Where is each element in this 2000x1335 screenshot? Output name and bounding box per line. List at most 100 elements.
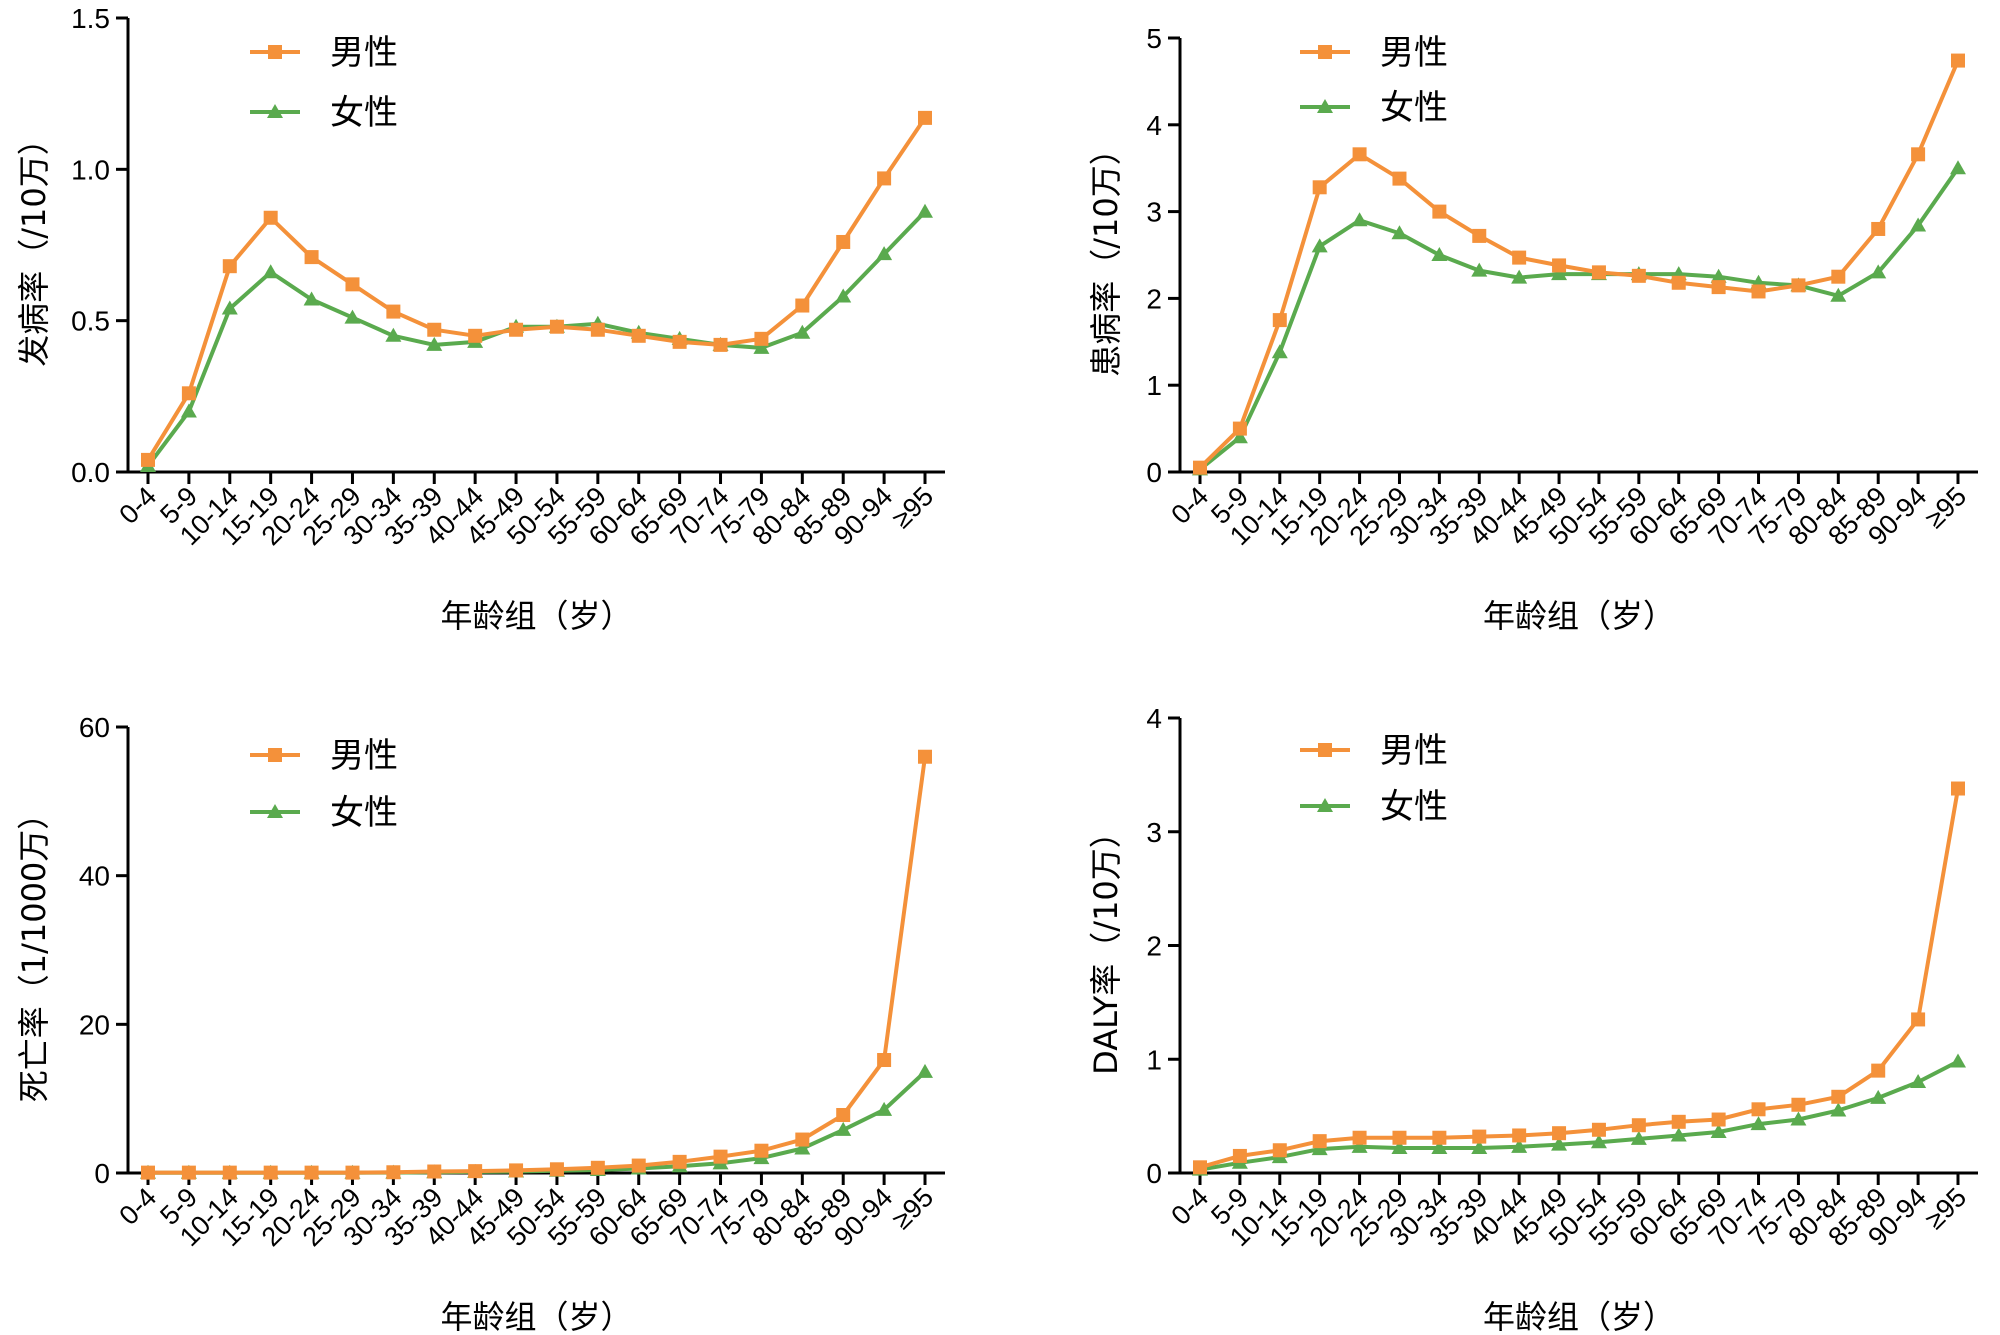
series-female [140, 1063, 933, 1179]
x-tick-label: 0-4 [113, 481, 162, 530]
data-point [1551, 1136, 1568, 1151]
legend-marker [1317, 99, 1333, 113]
data-point [1512, 250, 1527, 265]
data-point [1193, 460, 1207, 475]
legend-marker [267, 104, 283, 118]
data-point [1312, 1134, 1327, 1149]
data-point [631, 1158, 646, 1173]
data-point [1392, 1130, 1407, 1145]
data-point [1671, 275, 1686, 290]
data-point [1552, 1126, 1567, 1141]
data-point [1630, 1130, 1647, 1145]
data-point [1751, 284, 1766, 299]
data-point [672, 334, 687, 349]
data-point [590, 322, 605, 337]
data-point [221, 300, 238, 315]
data-point [794, 324, 811, 339]
legend-label: 女性 [330, 93, 398, 133]
y-axis-title: DALY率（/10万） [1087, 816, 1125, 1075]
y-tick-label: 3 [1146, 197, 1162, 228]
series-line [146, 116, 927, 461]
data-point [1272, 1143, 1287, 1158]
data-point [795, 298, 810, 313]
data-point [590, 1160, 605, 1175]
y-tick-label: 1 [1146, 1044, 1162, 1075]
x-tick-label: ≥95 [1919, 1182, 1972, 1235]
data-point [1591, 265, 1606, 280]
y-tick-label: 5 [1146, 23, 1162, 54]
data-point [1352, 147, 1367, 162]
x-tick-label: ≥95 [1919, 481, 1972, 534]
data-point [1272, 313, 1287, 328]
data-point [1710, 1124, 1727, 1139]
x-axis-title: 年龄组（岁） [440, 597, 632, 635]
series-line [148, 1070, 927, 1175]
data-point [141, 452, 155, 467]
data-point [918, 110, 932, 125]
data-point [1391, 1139, 1408, 1154]
data-point [1950, 1053, 1966, 1068]
data-point [631, 328, 646, 343]
data-point [1551, 266, 1568, 281]
legend-marker [267, 804, 283, 818]
data-point [1870, 264, 1887, 279]
y-tick-label: 60 [79, 712, 110, 743]
y-tick-label: 3 [1146, 817, 1162, 848]
data-point [877, 1053, 892, 1068]
legend-label: 男性 [330, 736, 398, 776]
series-male [141, 110, 932, 467]
y-tick-label: 2 [1146, 283, 1162, 314]
data-point [549, 319, 564, 334]
chart-panel-1: 0.00.51.01.50-45-910-1415-1920-2425-2930… [15, 3, 945, 635]
data-point [1670, 1127, 1687, 1142]
y-tick-label: 0 [94, 1158, 110, 1189]
x-tick-label: 0-4 [113, 1182, 162, 1231]
data-point [1750, 1116, 1767, 1131]
y-axis-title: 患病率（/10万） [1087, 133, 1125, 377]
x-axis-title: 年龄组（岁） [1483, 1298, 1675, 1335]
data-point [1193, 1160, 1207, 1175]
chart-panel-2: 0123450-45-910-1415-1920-2425-2930-3435-… [1087, 23, 1978, 635]
y-tick-label: 0.0 [71, 457, 110, 488]
data-point [835, 288, 852, 303]
data-point [1232, 421, 1247, 436]
data-point [1472, 228, 1487, 243]
data-point [304, 1165, 319, 1180]
y-tick-label: 40 [79, 861, 110, 892]
legend-label: 女性 [1380, 787, 1448, 827]
chart-panel-3: 02040600-45-910-1415-1920-2425-2930-3435… [15, 712, 945, 1335]
data-point [713, 1149, 728, 1164]
x-tick-label: 0-4 [1165, 1182, 1214, 1231]
data-point [1911, 147, 1926, 162]
data-point [1271, 344, 1288, 359]
data-point [181, 386, 196, 401]
y-axis-title: 死亡率（1/1000万） [15, 798, 53, 1103]
series-male [1193, 781, 1965, 1175]
data-point [1910, 217, 1927, 232]
data-point [876, 1101, 893, 1116]
data-point [835, 1121, 852, 1136]
data-point [1591, 1122, 1606, 1137]
data-point [794, 1140, 811, 1155]
legend-marker [268, 748, 282, 762]
data-point [1312, 180, 1327, 195]
data-point [1831, 269, 1846, 284]
y-tick-label: 1 [1146, 370, 1162, 401]
data-point [1511, 1138, 1528, 1153]
data-point [222, 1165, 237, 1180]
data-point [141, 1165, 155, 1180]
data-point [1351, 1138, 1368, 1153]
data-point [836, 234, 851, 249]
data-point [1431, 247, 1448, 261]
data-point [1950, 160, 1966, 175]
data-point [753, 339, 770, 354]
data-point [1791, 1097, 1806, 1112]
data-point [1711, 280, 1726, 295]
series-line [148, 756, 927, 1175]
data-point [1790, 1111, 1807, 1126]
y-tick-label: 0 [1146, 1158, 1162, 1189]
data-point [1472, 1129, 1487, 1144]
